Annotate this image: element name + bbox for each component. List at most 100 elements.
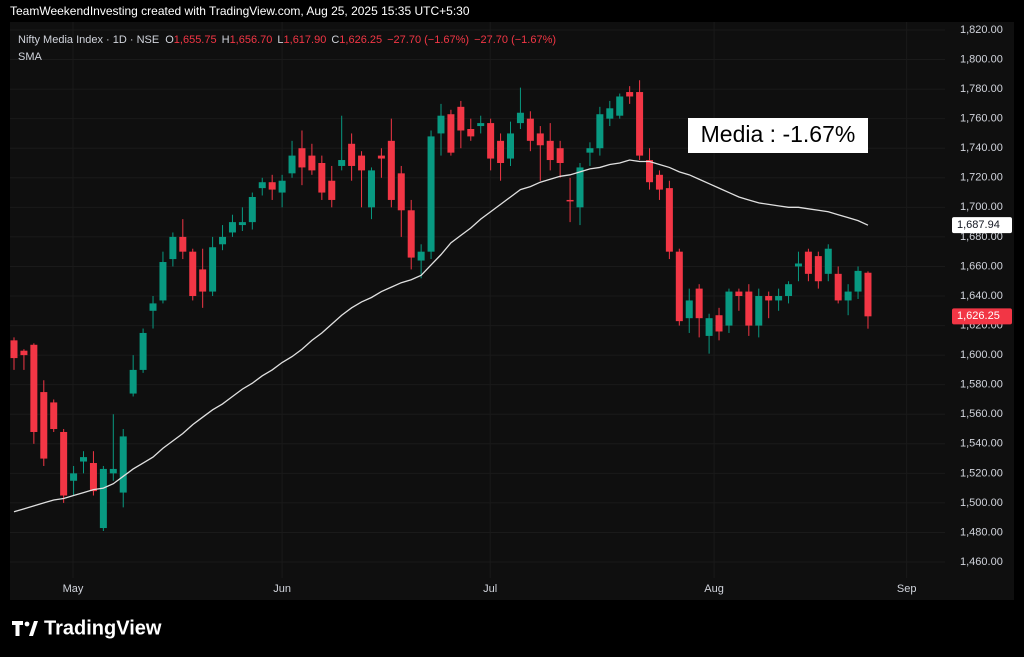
logo: TradingView (12, 617, 162, 639)
logo-mark (29, 621, 38, 636)
candle-body (477, 123, 485, 127)
legend-change: −27.70 (−1.67%) (474, 34, 556, 46)
candle-body (228, 222, 236, 233)
legend-header: Nifty Media Index · 1D · NSE O1,655.75 H1,… (18, 34, 556, 46)
candle-body (348, 143, 356, 166)
candle-body (248, 196, 256, 223)
candle-body (516, 112, 524, 124)
candle-body (636, 92, 644, 156)
y-tick-label: 1,720.00 (960, 172, 1003, 184)
y-tick-label: 1,700.00 (960, 201, 1003, 213)
candle-body (99, 468, 107, 529)
candle-body (407, 210, 415, 258)
brand: TradingView (44, 617, 162, 639)
sma-line (13, 159, 869, 513)
candle-body (814, 256, 822, 282)
candle-body (30, 344, 38, 432)
x-tick-label: Jul (483, 583, 497, 595)
chart-panel (10, 22, 1014, 600)
candle-body (159, 262, 167, 301)
candle-body (507, 133, 514, 159)
candle-body (775, 296, 783, 301)
candle-body (129, 369, 137, 394)
candle-body (397, 173, 405, 211)
candle-body (308, 155, 316, 171)
candle-body (646, 160, 654, 183)
price-label-box (952, 308, 1012, 325)
candle-body (338, 160, 346, 166)
logo-dot (24, 621, 30, 627)
y-tick-label: 1,640.00 (960, 290, 1003, 302)
y-tick-label: 1,800.00 (960, 53, 1003, 65)
candle-body (695, 288, 703, 319)
y-tick-label: 1,520.00 (960, 467, 1003, 479)
candle-body (655, 174, 663, 190)
candle-body (497, 140, 505, 163)
candle-body (715, 315, 723, 332)
candle-body (298, 148, 306, 168)
y-tick-label: 1,680.00 (960, 231, 1003, 243)
candle-body (119, 436, 127, 493)
candle-body (566, 199, 574, 202)
candle-body (447, 114, 455, 153)
y-tick-label: 1,760.00 (960, 113, 1003, 125)
candle-body (457, 106, 465, 131)
legend-title: Nifty Media Index · 1D · NSE (18, 34, 159, 46)
y-tick-label: 1,500.00 (960, 497, 1003, 509)
x-tick-label: Sep (897, 583, 917, 595)
candle-body (556, 148, 564, 163)
y-tick-label: 1,580.00 (960, 379, 1003, 391)
candle-body (149, 303, 157, 311)
legend-change: −27.70 (−1.67%) (387, 34, 469, 46)
candle-body (794, 263, 802, 267)
watermark: TeamWeekendInvesting created with Tradin… (10, 4, 470, 18)
candle-body (665, 188, 673, 252)
y-tick-label: 1,740.00 (960, 142, 1003, 154)
candle-body (596, 114, 604, 149)
candle-body (725, 291, 733, 326)
candle-body (238, 222, 246, 226)
candle-body (179, 236, 187, 252)
candle-body (576, 167, 584, 208)
candle-body (626, 92, 634, 97)
candle-body (377, 155, 385, 159)
annotation-box (688, 118, 868, 153)
candle-body (616, 96, 624, 116)
candle-body (40, 392, 48, 459)
x-tick-label: May (63, 583, 84, 595)
legend-value: 1,626.25 (339, 34, 382, 46)
candle-body (765, 296, 773, 301)
candle-body (109, 468, 117, 474)
candle-body (804, 251, 812, 274)
logo-mark (12, 621, 23, 636)
candle-body (10, 340, 18, 359)
candle-body (278, 180, 286, 193)
y-tick-label: 1,600.00 (960, 349, 1003, 361)
candle-body (755, 296, 763, 326)
candle-body (526, 118, 534, 141)
y-tick-label: 1,540.00 (960, 438, 1003, 450)
candle-body (675, 251, 683, 322)
candle-body (606, 108, 614, 119)
candle-body (328, 180, 336, 200)
candle-body (219, 236, 227, 245)
candle-body (745, 291, 753, 326)
y-tick-label: 1,780.00 (960, 83, 1003, 95)
candle-body (437, 115, 445, 134)
candle-body (80, 457, 88, 462)
candle-body (70, 473, 78, 481)
y-tick-label: 1,560.00 (960, 408, 1003, 420)
candle-body (685, 300, 693, 319)
candle-body (169, 236, 177, 260)
candle-body (824, 248, 832, 274)
candle-body (199, 269, 207, 292)
price-label: 1,687.94 (957, 219, 1000, 231)
price-label: 1,626.25 (957, 310, 1000, 322)
candle-body (705, 318, 713, 336)
candle-body (785, 284, 793, 297)
candle-body (844, 291, 852, 301)
candle-body (367, 170, 375, 208)
candle-body (288, 155, 296, 174)
